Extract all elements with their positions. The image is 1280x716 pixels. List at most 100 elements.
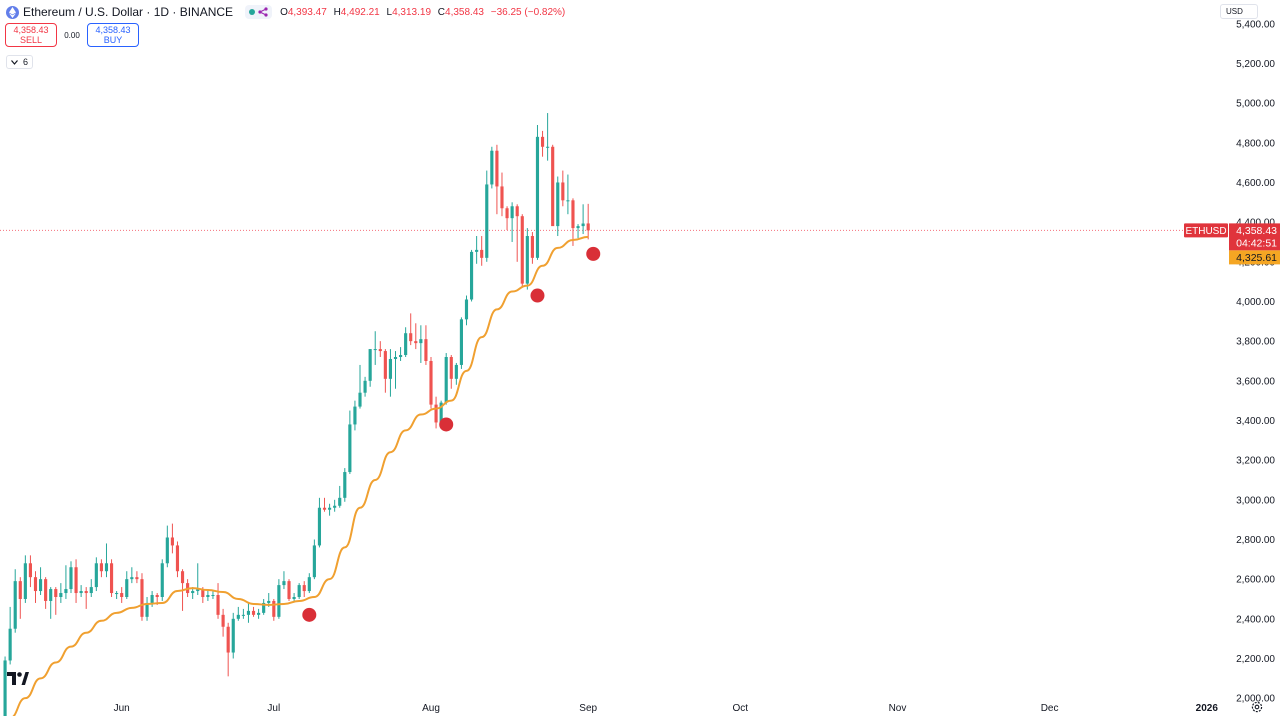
signal-marker xyxy=(586,246,601,261)
signal-marker xyxy=(439,417,454,432)
candle xyxy=(59,583,63,603)
candle xyxy=(520,214,524,288)
time-axis[interactable]: Jun Jul Aug Sep Oct Nov Dec 2026 xyxy=(114,703,1219,714)
candle-body xyxy=(28,563,32,578)
tradingview-logo-icon[interactable] xyxy=(7,672,29,686)
candle xyxy=(145,596,149,621)
candle xyxy=(363,376,367,397)
last-price-tag: 4,358.43 xyxy=(1236,225,1277,237)
candle xyxy=(586,203,590,240)
candle-body xyxy=(530,236,534,258)
candle-body xyxy=(38,579,43,592)
candle-body xyxy=(49,589,53,601)
candle xyxy=(388,349,393,397)
candle xyxy=(556,176,560,237)
candle xyxy=(424,325,428,365)
candle xyxy=(74,559,78,603)
candle-body xyxy=(464,299,469,320)
candle-body xyxy=(201,589,205,597)
candle-body xyxy=(216,595,220,615)
candle xyxy=(485,170,489,262)
candle-body xyxy=(353,406,357,425)
status-pill[interactable] xyxy=(245,5,273,19)
candle xyxy=(312,539,316,580)
candle xyxy=(409,313,413,346)
candle-body xyxy=(267,600,271,603)
time-tick-label: Aug xyxy=(422,703,440,714)
candle xyxy=(226,622,230,677)
candle-body xyxy=(94,563,98,588)
candle-body xyxy=(246,610,251,615)
candle-body xyxy=(282,581,286,586)
candle xyxy=(241,608,245,619)
sell-button[interactable]: 4,358.43 SELL xyxy=(5,23,57,47)
candle xyxy=(429,357,433,409)
price-tick-label: 2,000.00 xyxy=(1236,694,1275,705)
candle-body xyxy=(170,537,174,546)
candle-body xyxy=(140,579,144,617)
candle-body xyxy=(44,579,48,601)
time-tick-label: Jul xyxy=(267,703,280,714)
ma-value-tag: 4,325.61 xyxy=(1236,252,1277,264)
candle xyxy=(464,295,469,326)
candle xyxy=(358,364,362,409)
candle xyxy=(140,573,144,621)
candle-body xyxy=(312,545,316,578)
price-axis[interactable]: 2,000.00 2,200.00 2,400.00 2,600.00 2,800.00… xyxy=(1236,19,1275,704)
candle-body xyxy=(89,587,93,594)
candle-body xyxy=(196,589,200,592)
candle xyxy=(236,606,240,621)
ohlc-open: 4,393.47 xyxy=(287,6,327,18)
candle xyxy=(28,555,32,588)
candle xyxy=(535,124,540,260)
candle-body xyxy=(520,216,524,284)
candle xyxy=(454,362,458,385)
candle-body xyxy=(74,567,78,594)
currency-selector[interactable]: USD xyxy=(1220,4,1258,19)
candle xyxy=(510,202,514,242)
candle xyxy=(251,606,256,617)
candle-body xyxy=(211,595,215,597)
price-tick-label: 3,800.00 xyxy=(1236,337,1275,348)
candle-body xyxy=(277,585,281,617)
candle-body xyxy=(257,612,261,615)
symbol-title[interactable]: Ethereum / U.S. Dollar · 1D · BINANCE xyxy=(23,5,234,19)
price-tick-label: 5,400.00 xyxy=(1236,19,1275,30)
candle xyxy=(262,598,266,615)
candle-body xyxy=(535,136,540,258)
candle xyxy=(165,525,169,568)
candle xyxy=(84,587,88,609)
candle xyxy=(246,602,251,623)
candle-body xyxy=(125,579,129,597)
candle xyxy=(434,396,438,429)
ohlc-low: 4,313.19 xyxy=(392,6,432,18)
candle-body xyxy=(155,595,159,597)
time-tick-label: Oct xyxy=(733,703,749,714)
candle-body xyxy=(333,505,337,508)
buy-label: BUY xyxy=(103,35,123,45)
ohlc-open-key: O xyxy=(280,6,288,18)
candle xyxy=(383,349,387,393)
candle xyxy=(561,170,565,207)
candle xyxy=(211,591,215,599)
candle-body xyxy=(393,357,398,359)
ohlc-low-key: L xyxy=(386,6,393,18)
candle-body xyxy=(180,571,185,584)
price-tick-label: 3,000.00 xyxy=(1236,495,1275,506)
buy-button[interactable]: 4,358.43 BUY xyxy=(87,23,139,47)
price-tick-label: 2,400.00 xyxy=(1236,614,1275,625)
indicators-toggle[interactable]: 6 xyxy=(6,55,34,69)
candle-body xyxy=(69,567,73,590)
candle-body xyxy=(485,184,489,258)
candle-body xyxy=(525,236,529,284)
candle xyxy=(317,497,322,548)
candle xyxy=(3,656,7,716)
candle xyxy=(292,593,296,601)
candle-body xyxy=(145,602,149,617)
buy-price: 4,358.43 xyxy=(95,25,131,35)
price-tick-label: 3,600.00 xyxy=(1236,376,1275,387)
candle-body xyxy=(449,357,453,379)
settings-gear-icon[interactable] xyxy=(1250,700,1264,714)
ohlc-close-key: C xyxy=(437,6,446,18)
